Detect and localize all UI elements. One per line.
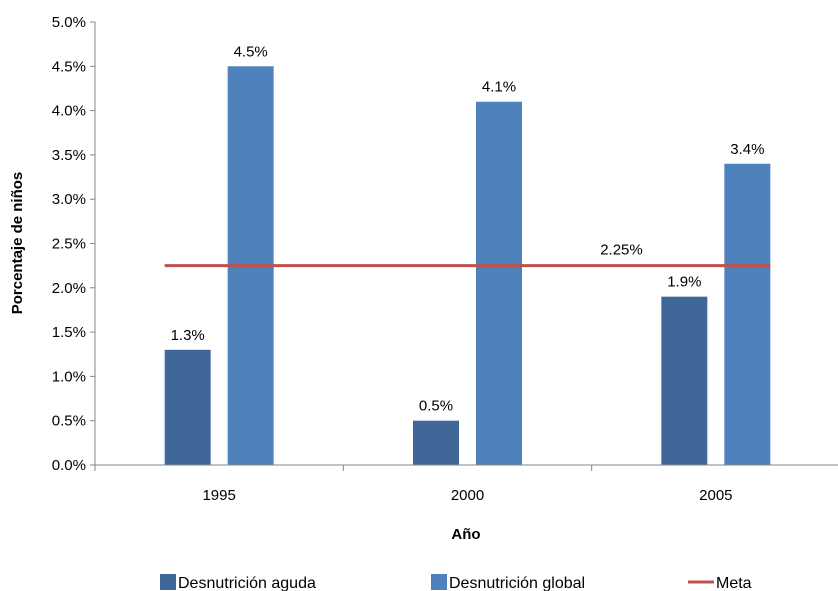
bars — [164, 66, 771, 466]
data-label-desnutricion-aguda: 1.3% — [171, 327, 205, 344]
y-tick-label: 4.0% — [52, 103, 86, 120]
x-tick-label: 1995 — [202, 487, 235, 504]
x-axis-title: Año — [451, 526, 480, 543]
y-tick-label: 1.5% — [52, 324, 86, 341]
y-tick-label: 5.0% — [52, 14, 86, 31]
bar-desnutricion-aguda — [661, 296, 708, 465]
y-tick-label: 2.5% — [52, 236, 86, 253]
data-label-desnutricion-aguda: 0.5% — [419, 398, 453, 415]
y-axis-title: Porcentaje de niños — [9, 172, 26, 315]
bar-desnutricion-global — [724, 163, 771, 465]
legend-swatch-desnutricion-global — [431, 574, 447, 590]
legend-label-meta: Meta — [716, 575, 752, 591]
bar-desnutricion-aguda — [413, 420, 459, 465]
legend: Desnutrición aguda Desnutrición global M… — [160, 574, 752, 591]
reference-line-group: 2.25% — [164, 242, 771, 268]
x-tick-label: 2005 — [699, 487, 732, 504]
bar-desnutricion-global — [476, 101, 522, 466]
data-label-desnutricion-global: 4.5% — [234, 43, 268, 60]
y-tick-label: 0.0% — [52, 457, 86, 474]
legend-swatch-desnutricion-aguda — [160, 574, 176, 590]
x-axis-ticks: 1995 2000 2005 — [94, 465, 733, 504]
legend-item-desnutricion-global: Desnutrición global — [431, 574, 585, 591]
data-label-desnutricion-global: 4.1% — [482, 79, 516, 96]
legend-label-desnutricion-aguda: Desnutrición aguda — [178, 575, 316, 591]
y-tick-label: 3.0% — [52, 191, 86, 208]
y-tick-label: 3.5% — [52, 147, 86, 164]
y-tick-label: 2.0% — [52, 280, 86, 297]
data-label-desnutricion-aguda: 1.9% — [667, 274, 701, 291]
reference-line-label: 2.25% — [600, 242, 643, 259]
legend-label-desnutricion-global: Desnutrición global — [449, 575, 585, 591]
legend-item-desnutricion-aguda: Desnutrición aguda — [160, 574, 316, 591]
y-axis-ticks: 0.0% 0.5% 1.0% 1.5% 2.0% 2.5% 3.0% 3.5% 4.0% 4.5%… — [52, 14, 95, 474]
y-tick-label: 1.0% — [52, 368, 86, 385]
data-labels: 1.3% 0.5% 1.9% 4.5% 4.1% 3.4% — [171, 43, 765, 414]
y-tick-label: 0.5% — [52, 413, 86, 430]
axes — [94, 22, 838, 466]
data-label-desnutricion-global: 3.4% — [730, 141, 764, 158]
bar-desnutricion-aguda — [164, 349, 211, 465]
legend-item-meta: Meta — [688, 575, 752, 591]
x-tick-label: 2000 — [451, 487, 484, 504]
y-tick-label: 4.5% — [52, 58, 86, 75]
